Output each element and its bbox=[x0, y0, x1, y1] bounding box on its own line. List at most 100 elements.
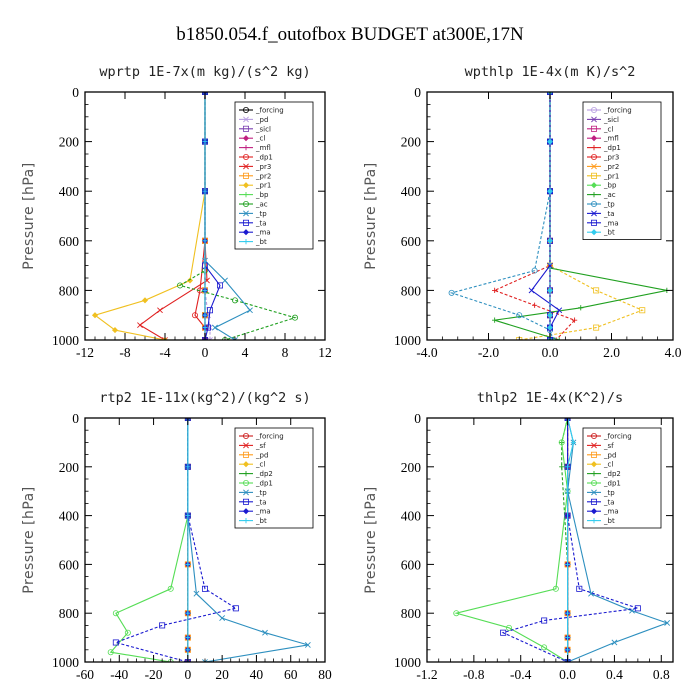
y-tick-label: 0 bbox=[72, 411, 79, 426]
x-tick-label: 4.0 bbox=[665, 345, 682, 360]
series-line-dp1 bbox=[109, 418, 189, 662]
legend: _forcing_pd_sicl_cl_mfl_dp1_pr3_pr2_pr1_… bbox=[234, 101, 314, 250]
y-tick-label: 800 bbox=[401, 283, 422, 298]
legend-marker bbox=[591, 471, 597, 477]
series-point bbox=[216, 282, 223, 289]
legend-label: _pr3 bbox=[255, 163, 271, 171]
y-tick-label: 600 bbox=[59, 234, 80, 249]
panels: wprtp 1E-7x(m kg)/(s^2 kg)-12 -8 -4 0 4 8 1202… bbox=[21, 64, 682, 682]
legend-label: _bt bbox=[603, 229, 615, 237]
x-tick-label: 0 bbox=[202, 345, 209, 360]
series-point bbox=[262, 629, 268, 636]
x-tick-label: -4.0 bbox=[416, 345, 438, 360]
series-point bbox=[552, 585, 559, 592]
series-point bbox=[141, 297, 149, 304]
legend: _forcing_sicl_cl_mfl_dp1_pr3_pr2_pr1_bp_… bbox=[582, 101, 662, 241]
legend-label: _pr2 bbox=[603, 163, 619, 171]
legend-label: _ta bbox=[255, 498, 267, 506]
legend-label: _ma bbox=[255, 229, 271, 237]
series-point bbox=[492, 287, 498, 293]
x-tick-label: 12 bbox=[318, 345, 332, 360]
legend-marker bbox=[242, 125, 249, 132]
series-point bbox=[111, 327, 119, 334]
y-tick-label: 1000 bbox=[394, 333, 421, 348]
x-tick-label: -8 bbox=[119, 345, 130, 360]
legend-label: _dp1 bbox=[255, 480, 273, 488]
x-tick-label: 0.4 bbox=[606, 667, 623, 682]
x-tick-label: -4 bbox=[159, 345, 170, 360]
x-tick-label: -0.4 bbox=[510, 667, 532, 682]
legend-marker bbox=[591, 172, 598, 179]
legend-label: _pd bbox=[603, 451, 616, 459]
series-point bbox=[664, 620, 671, 626]
legend-marker bbox=[242, 451, 249, 458]
legend-label: _bp bbox=[603, 182, 617, 190]
series-line-bt bbox=[567, 418, 574, 662]
series-point bbox=[564, 659, 571, 662]
series-point bbox=[176, 282, 183, 289]
series-point bbox=[212, 324, 218, 331]
legend-marker bbox=[590, 135, 598, 142]
legend-label: _pd bbox=[255, 451, 268, 459]
panel-title: rtp2 1E-11x(kg^2)/(kg^2 s) bbox=[99, 390, 310, 406]
legend-marker bbox=[591, 163, 597, 170]
x-tick-label: -20 bbox=[145, 667, 163, 682]
y-tick-label: 1000 bbox=[394, 655, 421, 670]
legend-marker bbox=[243, 192, 249, 198]
series-point bbox=[162, 337, 168, 340]
legend-label: _cl bbox=[255, 135, 265, 143]
x-tick-label: -60 bbox=[76, 667, 94, 682]
legend-label: _cl bbox=[255, 461, 265, 469]
legend-label: _mfl bbox=[603, 135, 619, 143]
series-point bbox=[634, 605, 641, 612]
series-point bbox=[593, 324, 600, 331]
legend-label: _pr1 bbox=[603, 172, 619, 180]
legend-label: _dp1 bbox=[603, 144, 621, 152]
legend-label: _ta bbox=[603, 498, 615, 506]
panel-title: thlp2 1E-4x(K^2)/s bbox=[477, 390, 623, 406]
y-tick-label: 1000 bbox=[52, 655, 79, 670]
series-point bbox=[532, 302, 538, 308]
series-point bbox=[202, 139, 208, 145]
series-point bbox=[193, 590, 200, 597]
y-tick-label: 200 bbox=[59, 460, 80, 475]
y-tick-label: 600 bbox=[59, 557, 80, 572]
series-point bbox=[492, 317, 498, 323]
series-line-tp bbox=[567, 418, 669, 662]
series-point bbox=[185, 647, 191, 653]
x-tick-label: 4 bbox=[242, 345, 249, 360]
series-point bbox=[546, 237, 554, 244]
series-point bbox=[505, 624, 512, 631]
panel-title: wprtp 1E-7x(m kg)/(s^2 kg) bbox=[99, 64, 310, 80]
series-point bbox=[207, 337, 213, 340]
series-point bbox=[564, 610, 571, 616]
y-tick-label: 200 bbox=[401, 460, 422, 475]
legend-marker bbox=[591, 498, 598, 505]
series-point bbox=[232, 605, 239, 612]
series-point bbox=[500, 629, 507, 636]
legend-label: _forcing bbox=[255, 433, 284, 441]
series-point bbox=[202, 325, 208, 331]
series-line-dp2 bbox=[561, 418, 569, 662]
x-tick-label: -1.2 bbox=[416, 667, 437, 682]
legend-label: _bt bbox=[603, 517, 615, 525]
legend-marker bbox=[591, 479, 598, 486]
series-point bbox=[222, 277, 228, 284]
legend-marker bbox=[590, 461, 598, 468]
legend-marker bbox=[591, 219, 598, 226]
y-axis-label: Pressure [hPa] bbox=[363, 162, 379, 269]
legend-label: _pr2 bbox=[255, 172, 271, 180]
x-tick-label: -0.8 bbox=[463, 667, 485, 682]
legend-marker bbox=[591, 210, 597, 217]
legend-marker bbox=[243, 163, 249, 170]
legend-label: _forcing bbox=[255, 107, 284, 115]
legend-marker bbox=[591, 125, 598, 132]
legend-label: _dp1 bbox=[603, 480, 621, 488]
y-tick-label: 800 bbox=[59, 606, 80, 621]
series-line-tp bbox=[449, 92, 554, 340]
series-point bbox=[202, 238, 208, 244]
x-tick-label: 0.8 bbox=[653, 667, 670, 682]
legend-marker bbox=[591, 200, 598, 207]
legend-label: _cl bbox=[603, 125, 613, 133]
series-line-pd bbox=[204, 92, 211, 340]
